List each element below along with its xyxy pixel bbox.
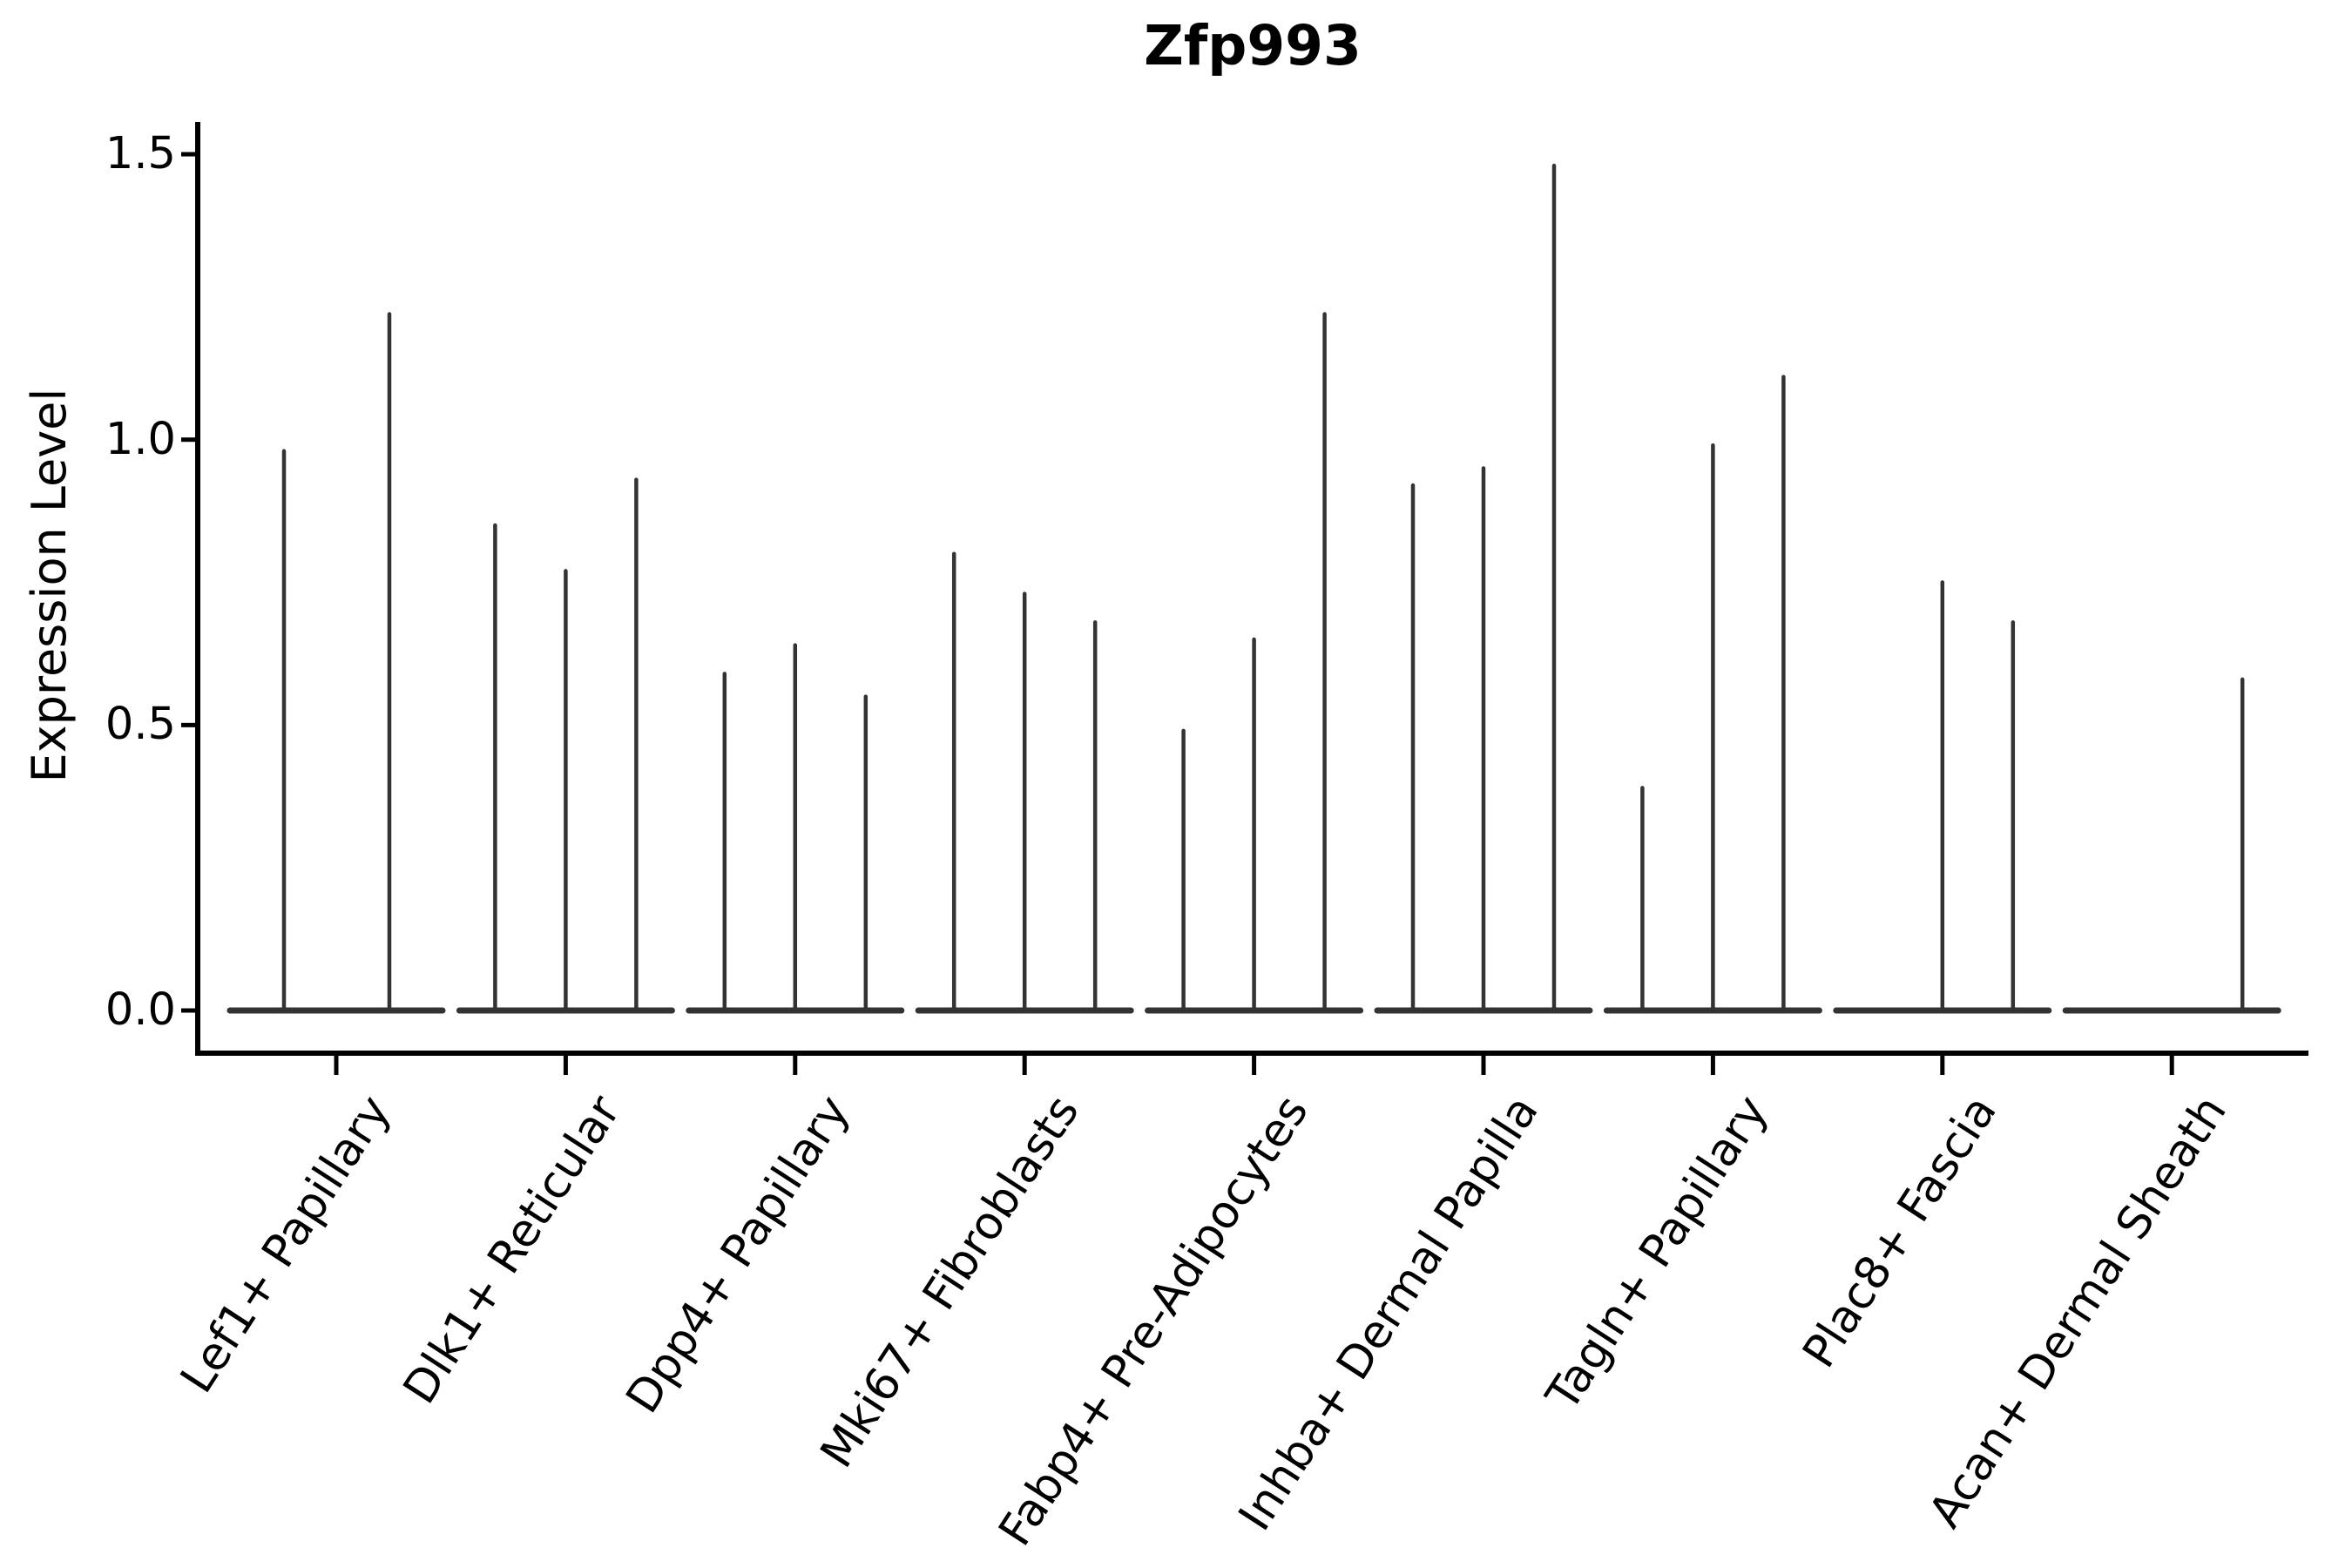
y-tick-label: 1.5 bbox=[105, 128, 176, 180]
y-axis-label: Expression Level bbox=[22, 388, 77, 783]
y-tick-label: 0.5 bbox=[105, 699, 176, 751]
y-tick-label: 1.0 bbox=[105, 413, 176, 465]
y-tick-label: 0.0 bbox=[105, 984, 176, 1036]
chart-title: Zfp993 bbox=[1144, 14, 1362, 78]
